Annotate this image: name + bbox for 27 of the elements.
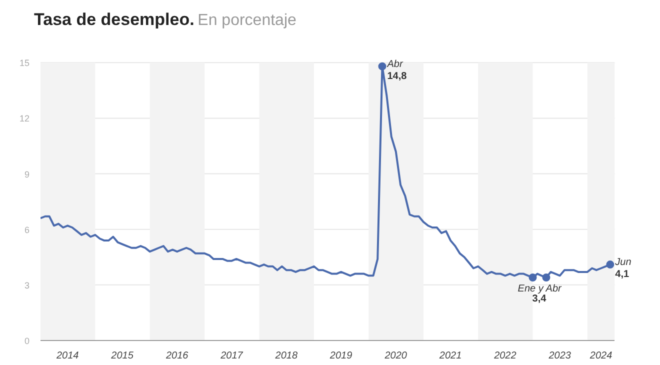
point [378,62,386,70]
x-tick-label: 2015 [110,350,134,362]
x-tick-label: 2020 [384,350,408,362]
chart-subtitle: En porcentaje [198,12,296,29]
point [528,274,537,282]
annotation: Abr 14,8 [386,58,408,82]
annotation: 3,4 [532,294,547,305]
chart-title: Tasa de desempleo. [34,10,194,29]
annotation: Ene y Abr [518,284,562,295]
x-tick-label: 2016 [164,350,189,362]
annotation: Jun 4,1 [614,257,632,280]
x-tick-label: 2014 [55,350,80,362]
x-tick-label: 2024 [588,350,613,362]
point [542,274,550,282]
y-tick-label: 12 [19,114,30,124]
x-tick-label: 2017 [220,350,244,362]
x-tick-label: 2023 [548,350,572,362]
x-tick-label: 2018 [274,350,298,362]
point [606,260,614,269]
y-tick-label: 3 [24,280,30,290]
y-tick-label: 6 [24,224,30,235]
y-tick-label: 15 [19,58,30,68]
y-tick-label: 0 [24,336,30,346]
x-tick-label: 2022 [493,350,517,362]
x-tick-label: 2019 [328,350,353,362]
x-tick-label: 2021 [438,350,462,362]
y-tick-label: 9 [24,169,30,180]
